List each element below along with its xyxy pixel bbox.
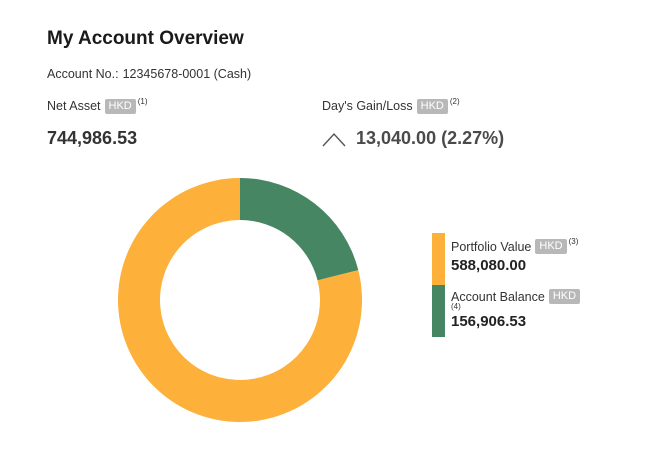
- legend-item-portfolio: Portfolio Value HKD (3) 588,080.00: [432, 233, 580, 285]
- net-asset-currency-badge: HKD: [104, 98, 136, 114]
- legend-label-portfolio: Portfolio Value: [451, 239, 532, 254]
- days-gain-currency-badge: HKD: [416, 98, 448, 114]
- donut-slice-portfolio-value[interactable]: [118, 178, 362, 422]
- legend-footnote-portfolio[interactable]: (3): [568, 237, 579, 246]
- account-info: Account No.: 12345678-0001 (Cash): [47, 67, 251, 81]
- legend-value-portfolio: 588,080.00: [451, 257, 527, 274]
- legend-swatch-portfolio: [432, 233, 445, 285]
- legend-swatch-account-balance: [432, 285, 445, 337]
- chart-legend: Portfolio Value HKD (3) 588,080.00 Accou…: [432, 233, 581, 337]
- legend-item-account-balance: Account Balance HKD (4) 156,906.53: [432, 285, 581, 337]
- allocation-donut-chart: [118, 178, 362, 422]
- legend-footnote-account-balance[interactable]: (4): [451, 302, 461, 311]
- page-title: My Account Overview: [47, 28, 244, 49]
- days-gain-label: Day's Gain/Loss: [322, 99, 413, 113]
- account-number: 12345678-0001 (Cash): [122, 67, 252, 81]
- days-gain-section: Day's Gain/Loss HKD (2) 13,040.00 (2.27%…: [322, 97, 504, 149]
- days-gain-value: 13,040.00 (2.27%): [356, 128, 505, 148]
- net-asset-label: Net Asset: [47, 99, 101, 113]
- legend-label-account-balance: Account Balance: [451, 289, 545, 304]
- net-asset-section: Net Asset HKD (1) 744,986.53: [47, 97, 148, 149]
- net-asset-value: 744,986.53: [47, 128, 138, 148]
- chevron-up-icon: [322, 131, 346, 147]
- legend-currency-badge-portfolio: HKD: [535, 239, 567, 254]
- account-label: Account No.:: [47, 67, 119, 81]
- donut-slice-account-balance[interactable]: [240, 178, 359, 281]
- days-gain-footnote[interactable]: (2): [449, 96, 460, 106]
- legend-currency-badge-account-balance: HKD: [548, 289, 581, 304]
- net-asset-footnote[interactable]: (1): [137, 96, 148, 106]
- legend-value-account-balance: 156,906.53: [451, 313, 527, 330]
